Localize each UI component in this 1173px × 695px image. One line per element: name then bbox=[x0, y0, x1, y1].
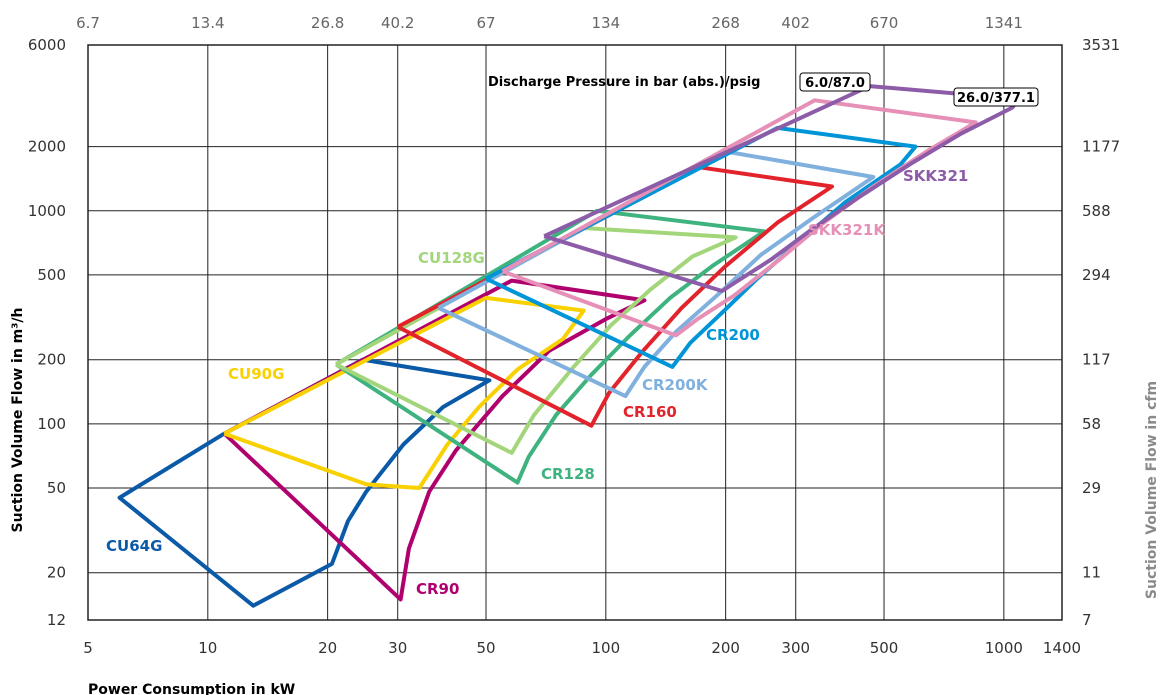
x-tick-label: 1400 bbox=[1043, 639, 1081, 657]
high-pressure-box bbox=[953, 87, 1039, 107]
right-tick-label: 7 bbox=[1082, 611, 1092, 629]
plot-frame bbox=[87, 44, 1063, 621]
x-tick-label: 100 bbox=[592, 639, 621, 657]
y-tick-label: 12 bbox=[47, 611, 66, 629]
series-line-cu64g bbox=[117, 357, 492, 608]
series-line-cu90g bbox=[223, 295, 586, 490]
right-tick-label: 117 bbox=[1082, 351, 1111, 369]
top-tick-label: 670 bbox=[870, 14, 899, 32]
y-tick-label: 100 bbox=[37, 415, 66, 433]
y-axis-title-right: Suction Volume Flow in cfm bbox=[1144, 381, 1160, 599]
series-line-cu128g bbox=[335, 226, 738, 455]
x-tick-label: 5 bbox=[83, 639, 93, 657]
series-line-skk321k bbox=[501, 98, 978, 338]
x-tick-label: 10 bbox=[198, 639, 217, 657]
x-tick-label: 200 bbox=[711, 639, 740, 657]
right-tick-label: 1177 bbox=[1082, 138, 1120, 156]
y-tick-label: 200 bbox=[37, 351, 66, 369]
right-tick-label: 29 bbox=[1082, 479, 1101, 497]
y-tick-label: 500 bbox=[37, 266, 66, 284]
series-label-cr200: CR200 bbox=[706, 326, 760, 344]
x-axis-title: Power Consumption in kW bbox=[88, 682, 295, 695]
y-tick-label: 6000 bbox=[28, 36, 66, 54]
y-tick-label: 1000 bbox=[28, 202, 66, 220]
right-tick-label: 58 bbox=[1082, 415, 1101, 433]
series-label-cr200k: CR200K bbox=[642, 376, 709, 394]
x-tick-label: 300 bbox=[781, 639, 810, 657]
top-tick-label: 40.2 bbox=[381, 14, 414, 32]
series-label-skk321: SKK321 bbox=[903, 167, 968, 185]
series-line-cr200k bbox=[437, 149, 876, 399]
top-tick-label: 26.8 bbox=[311, 14, 344, 32]
top-tick-label: 268 bbox=[711, 14, 740, 32]
series-label-skk321k: SKK321K bbox=[808, 221, 886, 239]
series-label-cu64g: CU64G bbox=[106, 537, 162, 555]
axis-ticks: 5 10 20 30 50 100 200 300 500 1000 1400 6000 2000 100… bbox=[28, 14, 1120, 657]
x-tick-label: 30 bbox=[388, 639, 407, 657]
series-label-cr128: CR128 bbox=[541, 465, 595, 483]
series-line-cr128 bbox=[335, 208, 767, 485]
grid-lines bbox=[88, 45, 1062, 620]
series-label-cr90: CR90 bbox=[416, 580, 459, 598]
x-tick-label: 50 bbox=[476, 639, 495, 657]
y-axis-title: Suction Volume Flow in m³/h bbox=[10, 308, 26, 533]
top-tick-label: 67 bbox=[476, 14, 495, 32]
right-tick-label: 588 bbox=[1082, 202, 1111, 220]
right-tick-label: 11 bbox=[1082, 564, 1101, 582]
top-tick-label: 1341 bbox=[985, 14, 1023, 32]
y-tick-label: 2000 bbox=[28, 138, 66, 156]
pressure-annotation: Discharge Pressure in bar (abs.)/psig bbox=[488, 75, 760, 90]
low-pressure-box bbox=[799, 72, 871, 92]
right-tick-label: 3531 bbox=[1082, 36, 1120, 54]
series-line-cr90 bbox=[222, 278, 647, 602]
x-tick-label: 1000 bbox=[985, 639, 1023, 657]
series-label-cu90g: CU90G bbox=[228, 365, 284, 383]
right-tick-label: 294 bbox=[1082, 266, 1111, 284]
top-tick-label: 134 bbox=[592, 14, 621, 32]
series-label-cr160: CR160 bbox=[623, 403, 677, 421]
series-labels: CU64G CR90 CU90G CR128 CU128G CR160 CR200K CR20… bbox=[106, 167, 968, 598]
y-tick-label: 20 bbox=[47, 564, 66, 582]
top-tick-label: 13.4 bbox=[191, 14, 224, 32]
x-tick-label: 20 bbox=[318, 639, 337, 657]
low-pressure-value: 6.0/87.0 bbox=[805, 76, 865, 91]
y-tick-label: 50 bbox=[47, 479, 66, 497]
high-pressure-value: 26.0/377.1 bbox=[957, 91, 1035, 106]
top-tick-label: 402 bbox=[781, 14, 810, 32]
x-tick-label: 500 bbox=[870, 639, 899, 657]
top-tick-label: 6.7 bbox=[76, 14, 100, 32]
series-label-cu128g: CU128G bbox=[418, 249, 485, 267]
